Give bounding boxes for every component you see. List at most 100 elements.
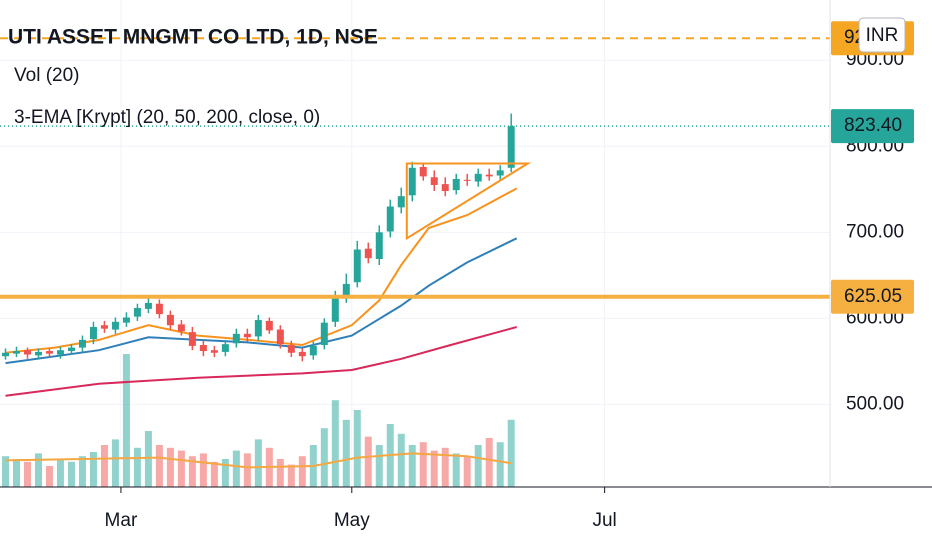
candle-body <box>155 303 163 315</box>
volume-bar <box>199 453 207 487</box>
last-price-tag <box>831 109 914 144</box>
candle-body <box>419 166 427 177</box>
volume-bar <box>177 450 185 487</box>
candle-body <box>507 126 515 168</box>
price-level-label: 625.05 <box>844 286 902 307</box>
candle-body <box>56 350 64 355</box>
volume-bar <box>111 439 119 487</box>
candle-body <box>89 326 97 340</box>
candle-body <box>342 283 350 296</box>
volume-bar <box>243 453 251 487</box>
candle-body <box>375 232 383 259</box>
volume-bar <box>210 461 218 487</box>
volume-bar <box>188 456 196 487</box>
candle-body <box>463 179 471 181</box>
candle-body <box>243 333 251 338</box>
volume-bar <box>287 464 295 487</box>
volume-bar <box>331 400 339 487</box>
candle-body <box>397 196 405 208</box>
currency-button[interactable]: INR <box>858 17 906 53</box>
ema-line <box>5 326 517 397</box>
volume-bar <box>34 453 42 487</box>
candle-body <box>12 351 20 354</box>
volume-bar <box>452 453 460 487</box>
volume-bar <box>56 459 64 487</box>
candle-body <box>452 178 460 191</box>
volume-bar <box>67 461 75 487</box>
candle-body <box>331 296 339 322</box>
volume-bar <box>78 456 86 487</box>
candle-body <box>23 350 31 355</box>
volume-bar <box>254 439 262 487</box>
candle-body <box>111 321 119 330</box>
triangle-pattern <box>405 162 532 241</box>
candle-body <box>144 302 152 309</box>
volume-bar <box>485 438 493 487</box>
volume-bar <box>397 433 405 487</box>
volume-bar <box>463 456 471 487</box>
candle-body <box>496 170 504 176</box>
candle-body <box>441 184 449 192</box>
candle-body <box>474 173 482 182</box>
volume-bar <box>1 456 9 487</box>
volume-pane <box>1 354 515 487</box>
volume-bar <box>342 419 350 487</box>
candle-body <box>430 177 438 185</box>
candle-body <box>265 320 273 331</box>
volume-legend: Vol (20) <box>14 65 79 86</box>
candle-body <box>100 325 108 329</box>
volume-bar <box>122 354 130 487</box>
volume-bar <box>474 445 482 487</box>
volume-bar <box>23 461 31 487</box>
candle-body <box>188 332 196 346</box>
candle-body <box>287 345 295 353</box>
y-tick-label: 500.00 <box>846 393 904 414</box>
candle-body <box>276 329 284 345</box>
candle-body <box>34 351 42 356</box>
volume-bar <box>408 445 416 487</box>
candle-body <box>221 344 229 352</box>
candle-body <box>485 174 493 177</box>
volume-bar <box>221 459 229 487</box>
currency-button-box[interactable] <box>858 17 906 53</box>
volume-ma-line <box>5 452 512 469</box>
volume-bar <box>133 447 141 487</box>
candle-body <box>78 339 86 348</box>
candle-body <box>133 308 141 317</box>
last-price-label: 823.40 <box>844 115 902 136</box>
currency-label[interactable]: INR <box>866 25 899 46</box>
volume-bar <box>430 450 438 487</box>
x-tick-label: Mar <box>105 510 138 531</box>
volume-bar <box>496 442 504 487</box>
volume-bar <box>89 452 97 487</box>
candle-body <box>353 249 361 283</box>
candle-body <box>320 322 328 346</box>
ema-line <box>5 187 518 354</box>
volume-bar <box>144 431 152 487</box>
candle-body <box>386 206 394 232</box>
volume-bar <box>166 447 174 487</box>
volume-bar <box>507 419 515 487</box>
volume-bar <box>100 445 108 487</box>
volume-bar <box>155 445 163 487</box>
volume-bar <box>419 442 427 487</box>
indicator-legend: 3-EMA [Krypt] (20, 50, 200, close, 0) <box>14 107 320 128</box>
chart-title: UTI ASSET MNGMT CO LTD, 1D, NSE <box>8 26 378 49</box>
candle-body <box>166 314 174 326</box>
candle-body <box>254 320 262 337</box>
volume-bar <box>353 410 361 487</box>
x-tick-label: Jul <box>592 510 616 531</box>
candle-body <box>67 347 75 352</box>
candle-body <box>199 345 207 352</box>
candle-body <box>45 351 53 354</box>
volume-bar <box>320 428 328 487</box>
volume-bar <box>276 459 284 487</box>
volume-bar <box>364 436 372 487</box>
volume-bar <box>375 445 383 487</box>
overlays <box>0 37 830 299</box>
volume-bar <box>232 450 240 487</box>
candle-body <box>177 324 185 332</box>
candle-body <box>232 333 240 344</box>
volume-bar <box>45 466 53 487</box>
